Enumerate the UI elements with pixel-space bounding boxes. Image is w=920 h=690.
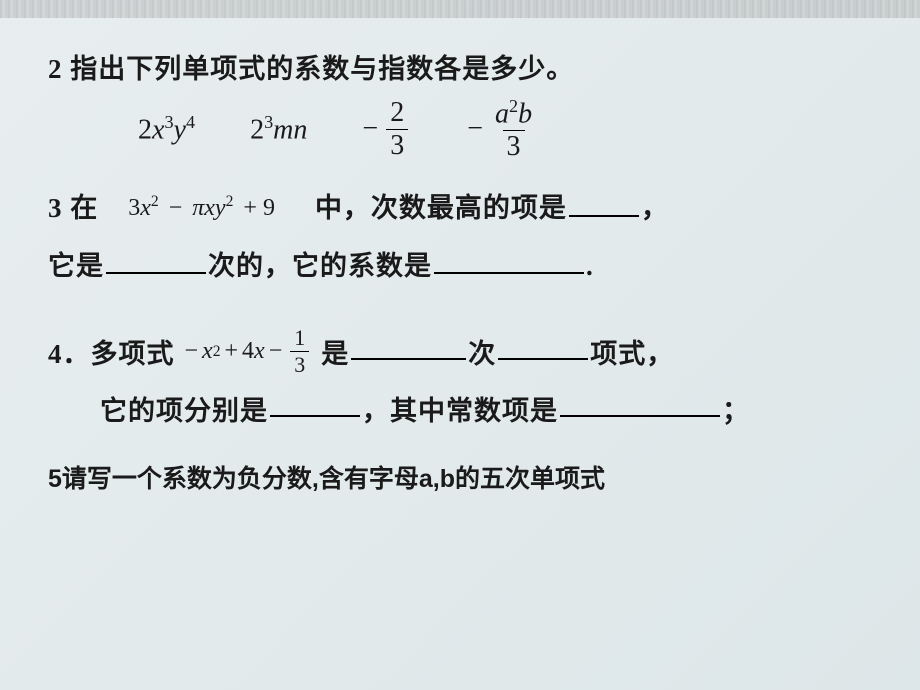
q3-line2a: 它是 [48,241,104,292]
q4-blank-c [270,401,360,417]
q3-poly: 3x2 − πxy2 + 9 [128,186,275,232]
q4-blank-b [498,344,588,360]
q2-expr2: 23mn [250,112,307,146]
q4-line2a: 它的项分别是 [100,389,268,428]
q2-expr3-frac: 2 3 [386,99,408,160]
q2-expr3: − 2 3 [362,99,412,160]
q4-line2: 它的项分别是 ，其中常数项是 ； [48,388,872,430]
q4-mid1c: 项式， [590,332,674,371]
q4-poly: −x2 + 4x − 1 3 [185,327,314,376]
q4-mid1b: 次 [468,332,496,371]
q2-expr4: − a2b 3 [467,97,540,161]
slide-content: 2 指出下列单项式的系数与指数各是多少。 2x3y4 23mn − 2 3 − … [0,0,920,544]
q3-blank-c [434,258,584,274]
q3-line1: 3 在 3x2 − πxy2 + 9 中，次数最高的项是 ， [48,183,872,234]
q3-blank-b [106,258,206,274]
q4-line2b: ，其中常数项是 [362,389,558,428]
q2-expressions: 2x3y4 23mn − 2 3 − a2b 3 [48,97,872,161]
q4-blank-a [351,344,466,360]
q3-line2c: . [586,241,593,292]
q4-line2c: ； [722,389,750,428]
q3-tail1: ， [641,183,669,234]
q3-line2: 它是 次的，它的系数是 . [48,241,872,292]
torn-paper-edge [0,0,920,18]
q4-label: 4．多项式 [48,332,175,371]
q3-mid1: 中，次数最高的项是 [315,183,567,234]
q3-blank-a [569,201,639,217]
q5-text: 5请写一个系数为负分数,含有字母a,b的五次单项式 [48,459,605,495]
q3-label: 3 在 [48,183,98,234]
q4-line1: 4．多项式 −x2 + 4x − 1 3 是 次 项式， [48,322,872,382]
q5-line: 5请写一个系数为负分数,含有字母a,b的五次单项式 [48,456,872,498]
q4-mid1a: 是 [321,332,349,371]
q2-expr1: 2x3y4 [138,112,195,146]
q4-frac: 1 3 [290,327,309,376]
q2-expr4-frac: a2b 3 [491,97,536,161]
q2-prompt: 2 指出下列单项式的系数与指数各是多少。 [48,47,574,86]
q3-line2b: 次的，它的系数是 [208,241,432,292]
q4-blank-d [560,401,720,417]
q2-prompt-line: 2 指出下列单项式的系数与指数各是多少。 [48,45,872,87]
